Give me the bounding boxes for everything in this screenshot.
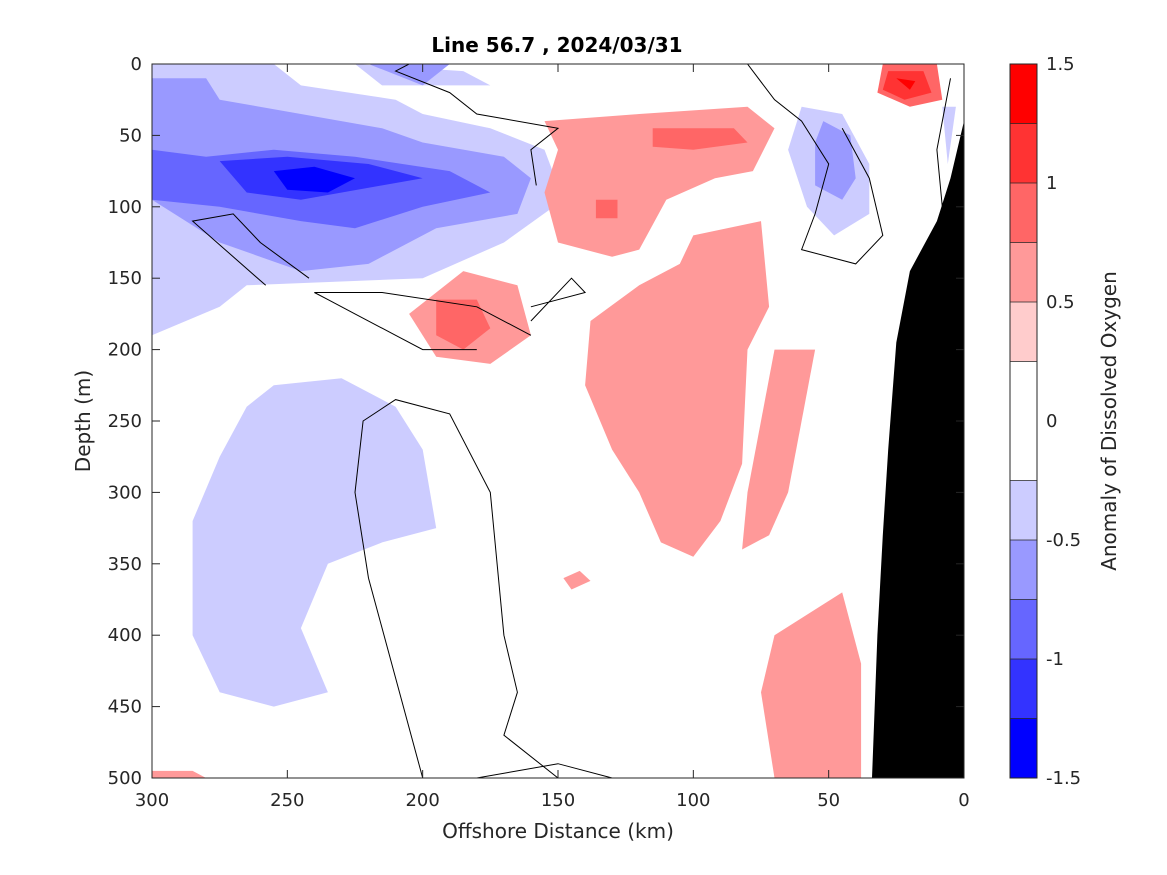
zero-contour-line [314, 292, 532, 351]
chart-title: Line 56.7 , 2024/03/31 [431, 33, 682, 57]
y-tick-label: 200 [108, 340, 142, 361]
anomaly-region [942, 106, 956, 164]
x-tick-label: 150 [541, 790, 575, 811]
y-tick-label: 500 [108, 768, 142, 789]
colorbar-swatch [1010, 183, 1037, 243]
anomaly-region [563, 570, 591, 590]
colorbar-swatch [1010, 659, 1037, 719]
plot-area [151, 63, 965, 779]
x-axis: 300 250 200 150 100 50 0 [135, 64, 970, 811]
y-tick-label: 150 [108, 268, 142, 289]
x-tick-label: 100 [676, 790, 710, 811]
zero-contour-line [191, 213, 310, 286]
colorbar-tick-label: 1 [1046, 173, 1057, 194]
colorbar-tick-label: -1.5 [1046, 768, 1081, 789]
colorbar-swatch [1010, 64, 1037, 124]
y-tick-label: 300 [108, 482, 142, 503]
colorbar-tick-label: 0 [1046, 411, 1057, 432]
colorbar-label: Anomaly of Dissolved Oxygen [1097, 271, 1121, 571]
anomaly-region [761, 592, 862, 778]
colorbar-swatch [1010, 599, 1037, 659]
x-axis-label: Offshore Distance (km) [442, 819, 674, 843]
y-tick-label: 350 [108, 554, 142, 575]
colorbar-swatch [1010, 480, 1037, 540]
y-tick-label: 50 [119, 125, 142, 146]
colorbar-tick-label: 1.5 [1046, 54, 1075, 75]
zero-contour-line [530, 277, 587, 322]
anomaly-region [815, 121, 856, 200]
y-tick-label: 250 [108, 411, 142, 432]
x-tick-label: 300 [135, 790, 169, 811]
anomaly-region [192, 378, 437, 707]
zero-contour-line [394, 64, 560, 186]
anomaly-region [152, 770, 207, 778]
y-tick-label: 100 [108, 197, 142, 218]
colorbar-swatch [1010, 123, 1037, 183]
zero-contour-line [476, 763, 613, 778]
anomaly-region [585, 221, 770, 557]
y-tick-label: 400 [108, 625, 142, 646]
x-tick-label: 250 [270, 790, 304, 811]
anomaly-region [742, 349, 816, 550]
colorbar-swatch [1010, 718, 1037, 778]
anomaly-region [368, 64, 450, 86]
y-tick-label: 0 [131, 54, 142, 75]
colorbar-swatch [1010, 242, 1037, 302]
zero-contour-line [747, 64, 884, 265]
colorbar-tick-label: -1 [1046, 649, 1064, 670]
colorbar-frame [1009, 63, 1038, 779]
colorbar-swatch [1010, 540, 1037, 600]
y-tick-label: 450 [108, 697, 142, 718]
colorbar-tick-label: 0.5 [1046, 292, 1075, 313]
bathymetry-shelf [872, 121, 964, 778]
zero-contour-line [354, 399, 559, 778]
x-tick-label: 50 [817, 790, 840, 811]
anomaly-region [273, 166, 355, 193]
colorbar: 1.5 1 0.5 0 -0.5 -1 -1.5 [1009, 54, 1081, 789]
colorbar-swatch [1010, 302, 1037, 362]
colorbar-tick-label: -0.5 [1046, 530, 1081, 551]
anomaly-region [652, 128, 748, 150]
zero-contour-line [936, 78, 951, 207]
anomaly-region [896, 78, 916, 90]
y-axis: 0 50 100 150 200 250 300 350 400 450 500 [108, 54, 964, 789]
x-tick-label: 200 [405, 790, 439, 811]
y-axis-label: Depth (m) [71, 370, 95, 472]
x-tick-label: 0 [958, 790, 969, 811]
anomaly-region [436, 299, 491, 350]
anomaly-region [595, 199, 618, 219]
colorbar-swatch [1010, 361, 1037, 481]
